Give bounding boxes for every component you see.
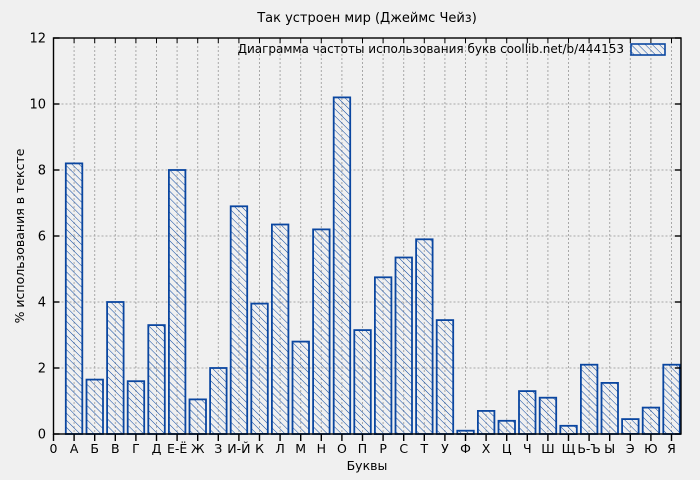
legend-label: Диаграмма частоты использования букв coo… [238,42,624,56]
x-tick-label: З [214,441,222,456]
x-tick-label: Ш [541,441,554,456]
x-tick-label: Ы [604,441,615,456]
bar-В [106,301,125,435]
bar-Б [85,378,104,435]
x-tick-label: П [358,441,367,456]
x-tick-label: Г [132,441,140,456]
y-tick-labels: 0 2 4 6 8 10 12 [29,32,46,443]
x-tick-label: А [70,441,79,456]
bar-Т [415,238,434,435]
x-tick-label: Э [626,441,635,456]
y-tick-label: 6 [38,230,46,245]
x-tick-label: Е-Ё [167,441,187,456]
y-tick-label: 4 [38,296,46,311]
x-tick-label: Ц [502,441,512,456]
x-tick-label: Ж [191,441,205,456]
bar-У [435,319,455,435]
x-tick-label: Ю [644,441,658,456]
bar-Щ [559,424,578,435]
bar-Р [373,276,393,435]
x-tick-label: Ф [460,441,471,456]
x-tick-label: Ь-Ъ [577,441,601,456]
x-tick-label: К [255,441,264,456]
y-tick-label: 0 [38,428,46,443]
x-tick-label: Я [667,441,676,456]
y-tick-label: 2 [38,362,46,377]
bars [64,96,681,436]
bar-З [209,367,228,435]
bar-Д [147,324,166,435]
x-tick-label: Х [482,441,491,456]
x-tick-label: М [295,441,306,456]
x-tick-label: Т [419,441,428,456]
bar-Ч [518,390,537,435]
x-tick-label: Р [379,441,387,456]
x-tick-label: Б [90,441,99,456]
y-tick-label: 8 [38,164,46,179]
bar-А [64,162,84,435]
bar-Х [476,409,496,435]
bar-Л [270,223,290,435]
bar-Н [312,228,331,435]
bar-О [332,96,352,435]
x-tick-label: С [399,441,408,456]
x-axis-label: Буквы [347,458,388,473]
x-tick-label: Ч [523,441,532,456]
y-tick-label: 10 [29,98,46,113]
x-tick-label: Д [152,441,162,456]
x-tick-label: О [337,441,347,456]
bar-Ж [188,398,207,435]
bar-Ц [497,419,516,435]
x-tick-label: И-Й [227,441,250,456]
bar-К [250,302,269,435]
bar-П [353,329,372,436]
axis-ticks [52,37,681,441]
legend-swatch [630,43,666,56]
x-tick-label: Щ [562,441,576,456]
bar-Ю [641,406,661,435]
bar-Э [621,418,640,435]
bar-М [291,340,310,435]
y-tick-label: 12 [29,32,46,47]
bar-Я [662,363,681,435]
x-origin-label: 0 [50,441,58,456]
bar-И-Й [229,205,249,435]
bar-Ы [600,381,619,435]
x-tick-label: У [441,441,449,456]
bar-Ш [538,396,558,435]
y-axis-label: % использования в тексте [12,148,27,323]
bar-Ь-Ъ [580,363,599,435]
x-tick-label: В [111,441,120,456]
x-tick-label: Л [275,441,284,456]
x-tick-label: Н [317,441,326,456]
x-tick-labels: А Б В Г Д Е-Ё Ж З И-Й К Л М Н О П Р С Т У Ф Х Ц Ч Ш Щ Ь-Ъ Ы Э Ю Я [70,441,676,456]
bar-С [394,256,413,435]
bar-Е-Ё [167,169,187,435]
chart-title: Так устроен мир (Джеймс Чейз) [256,11,477,26]
bar-Г [126,380,146,435]
